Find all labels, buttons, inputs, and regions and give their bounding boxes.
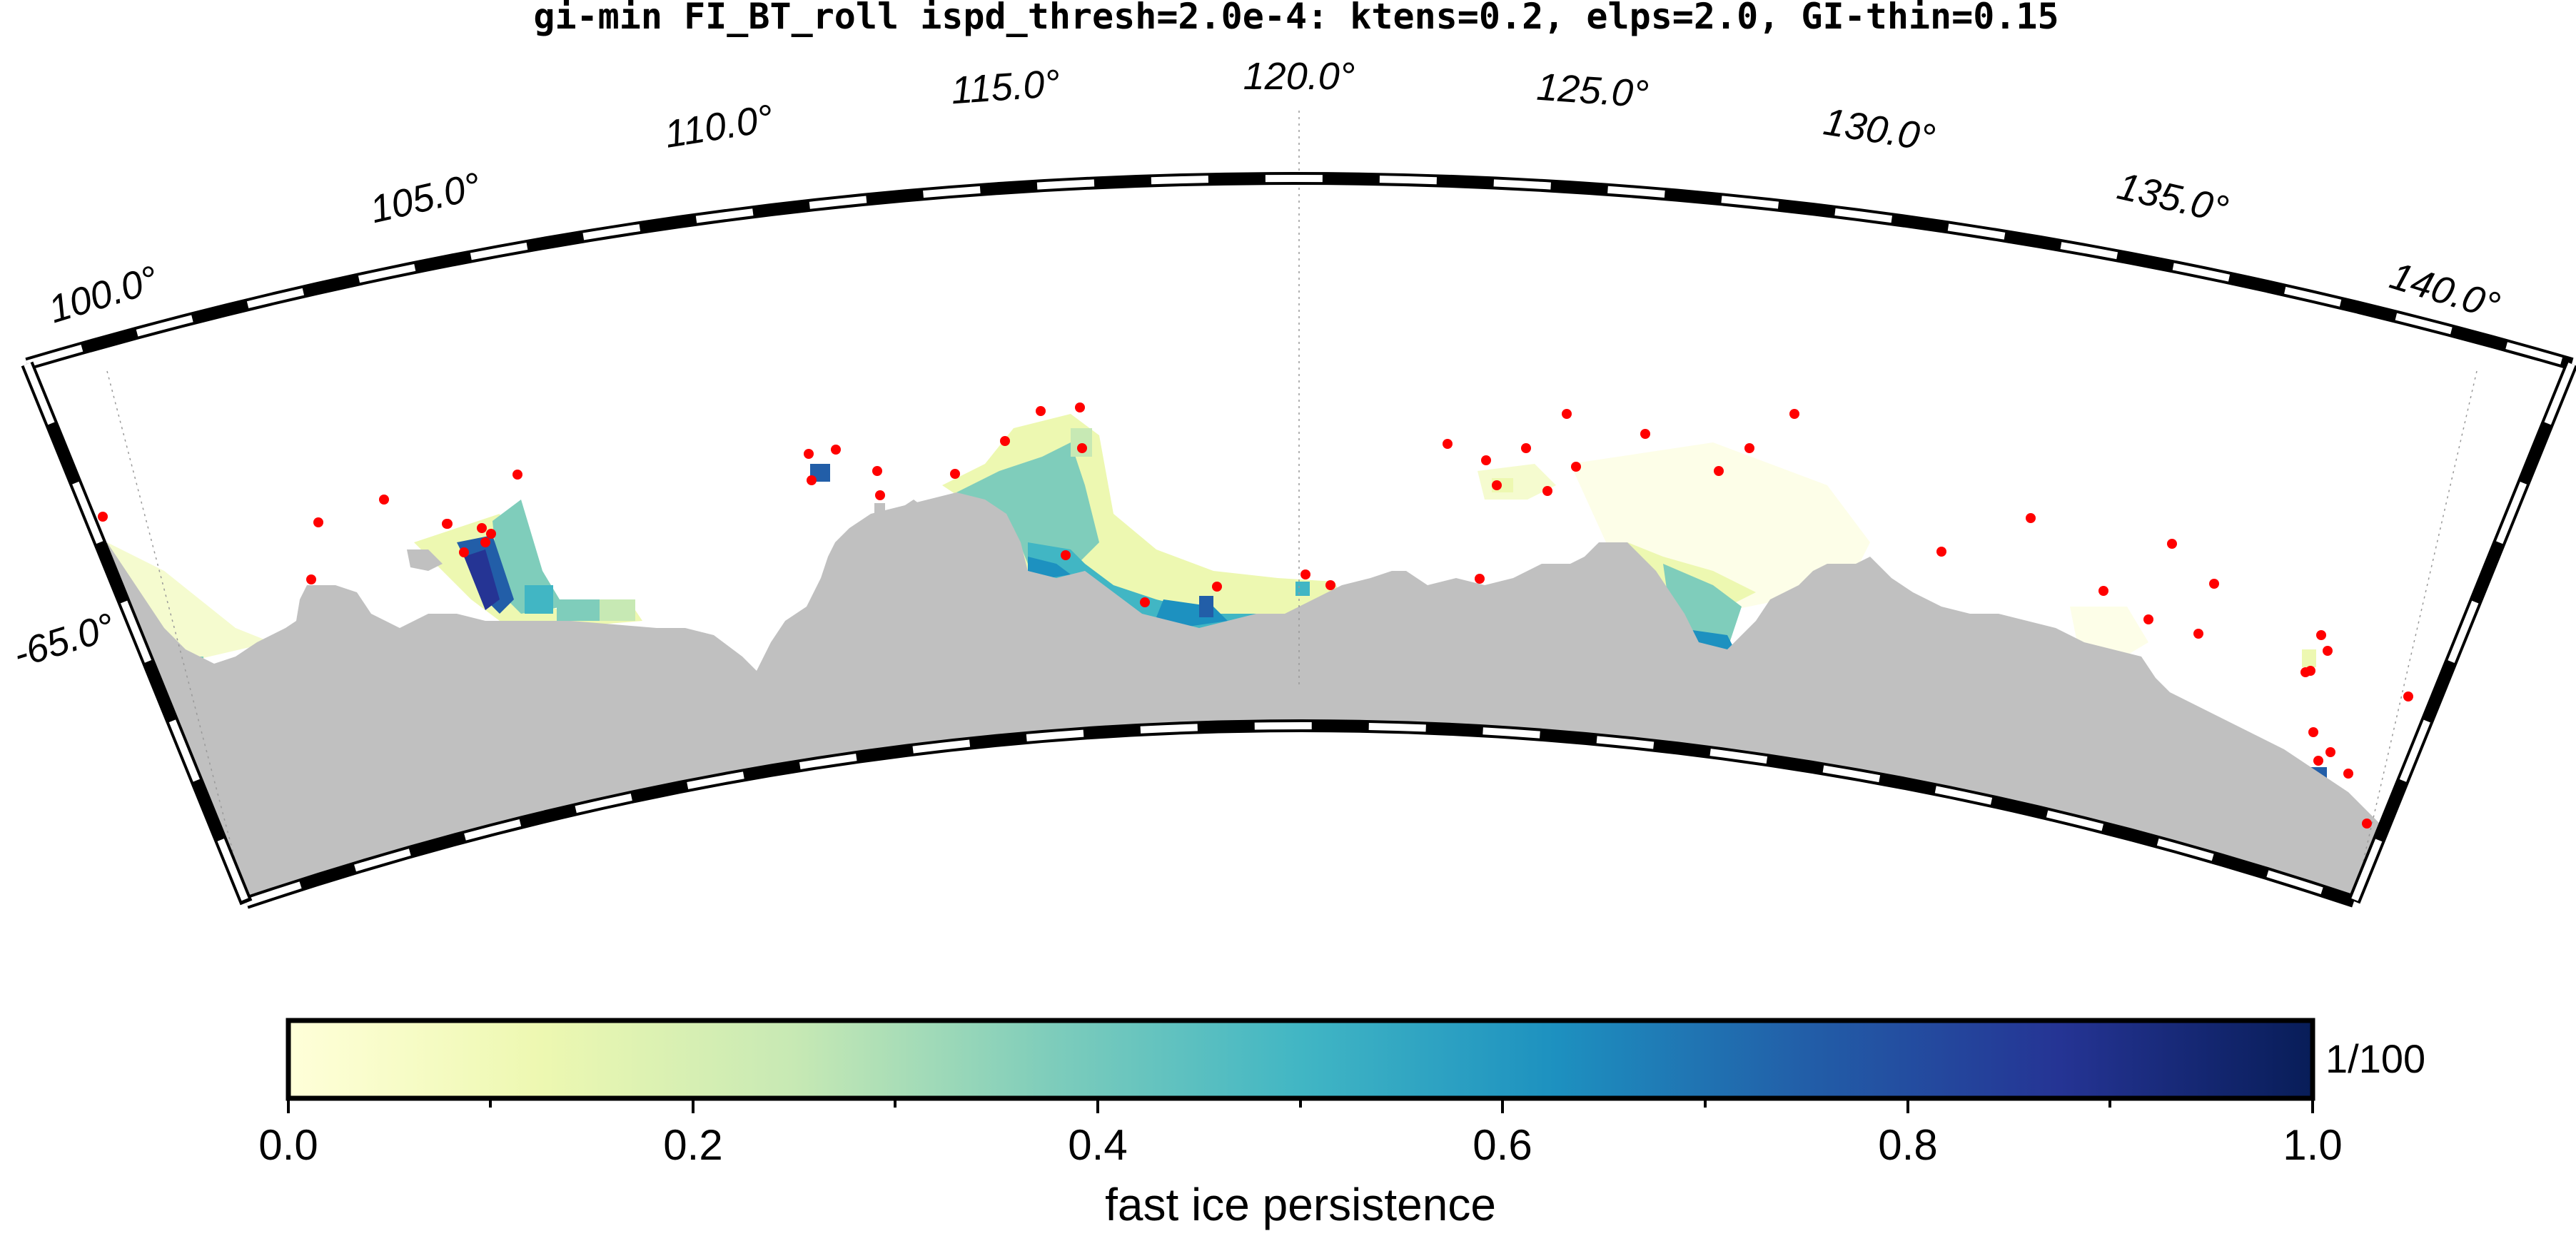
lon-label-120: 120.0° [1243,55,1355,98]
map-title: gi-min FI_BT_roll ispd_thresh=2.0e-4: kt… [533,0,2059,37]
grounded-iceberg-point [477,523,487,533]
grounded-iceberg-point [1481,455,1491,465]
grounded-iceberg-point [1521,443,1531,453]
lon-label-115: 115.0° [949,62,1061,113]
colorbar-tick-4: 0.8 [1878,1121,1937,1169]
colorbar-tick-3: 0.6 [1473,1121,1532,1169]
colorbar-tick-0: 0.0 [258,1121,318,1169]
grounded-iceberg-point [804,449,814,459]
colorbar-label: fast ice persistence [1105,1179,1496,1230]
islands [407,500,928,571]
grounded-iceberg-point [2343,769,2353,779]
grounded-iceberg-point [1140,597,1150,607]
grounded-iceberg-point [2313,756,2323,766]
grounded-iceberg-point [2362,819,2372,829]
grounded-iceberg-point [1077,443,1087,453]
grounded-iceberg-point [1936,547,1946,557]
grounded-iceberg-point [950,469,960,479]
lon-label-125: 125.0° [1535,66,1650,116]
colorbar-unit: 1/100 [2325,1036,2425,1081]
grounded-iceberg-point [1571,462,1581,472]
grounded-iceberg-point [313,517,323,527]
grounded-iceberg-point [2323,646,2333,656]
grounded-iceberg-point [486,529,496,539]
grounded-iceberg-point [2098,586,2108,596]
grounded-iceberg-point [1714,466,1724,476]
grounded-iceberg-point [1000,436,1010,446]
grounded-iceberg-point [831,445,841,455]
grounded-iceberg-point [2305,666,2315,676]
grounded-iceberg-point [1492,480,1502,490]
grounded-iceberg-point [2193,629,2203,639]
lon-label-135: 135.0° [2113,165,2232,232]
map-frame [21,172,2576,909]
colorbar-ticks [287,1098,2314,1113]
grounded-iceberg-point [442,519,452,529]
lon-label-130: 130.0° [1821,100,1938,160]
grounded-iceberg-point [2209,579,2219,589]
colorbar-gradient [286,1018,2315,1101]
grounded-iceberg-point [1640,429,1650,439]
grounded-iceberg-point [2325,747,2335,757]
grounded-iceberg-point [1212,582,1222,592]
grounded-iceberg-points [98,402,2413,829]
grounded-iceberg-point [1789,409,1799,419]
grounded-iceberg-point [872,466,882,476]
grounded-iceberg-point [512,470,522,480]
grounded-iceberg-point [1443,439,1453,449]
grounded-iceberg-point [2403,692,2413,701]
grounded-iceberg-point [1075,402,1085,412]
grounded-iceberg-point [1061,550,1071,560]
lon-label-100: 100.0° [44,258,163,331]
grounded-iceberg-point [2167,539,2177,549]
grounded-iceberg-point [459,547,469,557]
grounded-iceberg-point [480,537,490,547]
grounded-iceberg-point [1562,409,1572,419]
grounded-iceberg-point [1300,569,1310,579]
graticule [106,111,2477,903]
colorbar: 0.0 0.2 0.4 0.6 0.8 1.0 1/100 fast ice p… [258,1018,2425,1230]
grounded-iceberg-point [2143,614,2153,624]
grounded-iceberg-point [379,495,389,505]
lat-label-minus65: -65.0° [9,605,120,677]
colorbar-tick-5: 1.0 [2283,1121,2342,1169]
grounded-iceberg-point [875,490,885,500]
lon-label-110: 110.0° [662,97,776,156]
grounded-iceberg-point [1475,574,1485,584]
grounded-iceberg-point [306,574,316,584]
lon-label-105: 105.0° [366,165,485,232]
grounded-iceberg-point [2308,727,2318,737]
grounded-iceberg-point [1542,486,1552,496]
grounded-iceberg-point [1325,580,1335,590]
grounded-iceberg-point [807,475,817,485]
map-area [107,414,2413,903]
longitude-labels: 100.0° 105.0° 110.0° 115.0° 120.0° 125.0… [44,55,2505,331]
grounded-iceberg-point [1744,443,1754,453]
grounded-iceberg-point [2026,513,2036,523]
grounded-iceberg-point [98,512,108,522]
grounded-iceberg-point [2316,630,2326,640]
colorbar-tick-2: 0.4 [1068,1121,1127,1169]
colorbar-tick-1: 0.2 [663,1121,722,1169]
grounded-iceberg-point [1036,406,1046,416]
